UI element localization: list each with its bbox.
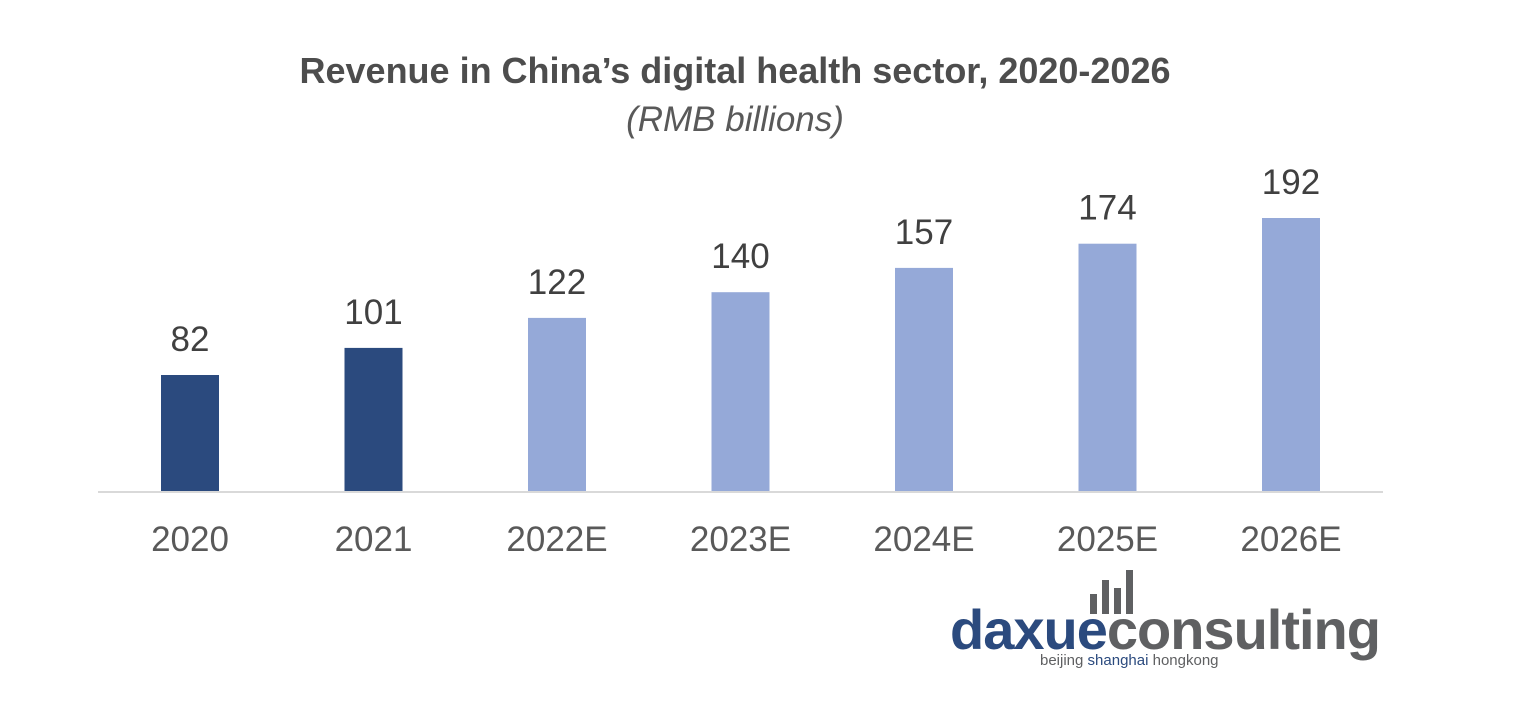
logo-wordmark-daxue: daxue <box>950 598 1108 661</box>
value-label-2021: 101 <box>344 293 402 332</box>
bar-2023e <box>711 292 770 492</box>
x-tick-label-2024e: 2024E <box>873 520 974 559</box>
bar-2024e <box>895 267 953 492</box>
tagline-shanghai: shanghai <box>1087 652 1149 669</box>
bar-2022e <box>528 317 586 492</box>
chart-subtitle: (RMB billions) <box>626 100 844 139</box>
brand-logo: daxueconsulting beijing shanghai hongkon… <box>950 570 1390 670</box>
tagline-hongkong: hongkong <box>1148 652 1219 669</box>
logo-tagline: beijing shanghai hongkong <box>1040 652 1219 669</box>
value-label-2020: 82 <box>171 320 210 359</box>
value-label-2023e: 140 <box>711 237 769 276</box>
x-tick-label-2022e: 2022E <box>506 520 607 559</box>
logo-wordmark: daxueconsulting <box>950 598 1381 661</box>
bar-2025e <box>1078 243 1137 492</box>
value-label-2025e: 174 <box>1078 189 1136 228</box>
chart-title: Revenue in China’s digital health sector… <box>299 50 1171 91</box>
bar-2020 <box>161 375 219 492</box>
value-label-2022e: 122 <box>528 263 586 302</box>
value-labels-layer: 82 101 122 140 157 174 192 <box>171 163 1321 359</box>
x-tick-label-2025e: 2025E <box>1057 520 1158 559</box>
bar-2021 <box>344 347 403 492</box>
x-tick-label-2020: 2020 <box>151 520 229 559</box>
logo-bars-icon <box>1090 570 1150 614</box>
value-label-2026e: 192 <box>1262 163 1320 202</box>
tagline-beijing: beijing <box>1040 652 1088 669</box>
x-tick-label-2021: 2021 <box>335 520 413 559</box>
x-tick-labels-layer: 2020 2021 2022E 2023E 2024E 2025E 2026E <box>151 520 1342 559</box>
bar-2026e <box>1262 218 1320 492</box>
value-label-2024e: 157 <box>895 213 953 252</box>
logo-wordmark-consulting: consulting <box>1106 598 1381 661</box>
x-tick-label-2023e: 2023E <box>690 520 791 559</box>
x-tick-label-2026e: 2026E <box>1240 520 1341 559</box>
bars-layer <box>161 218 1320 492</box>
